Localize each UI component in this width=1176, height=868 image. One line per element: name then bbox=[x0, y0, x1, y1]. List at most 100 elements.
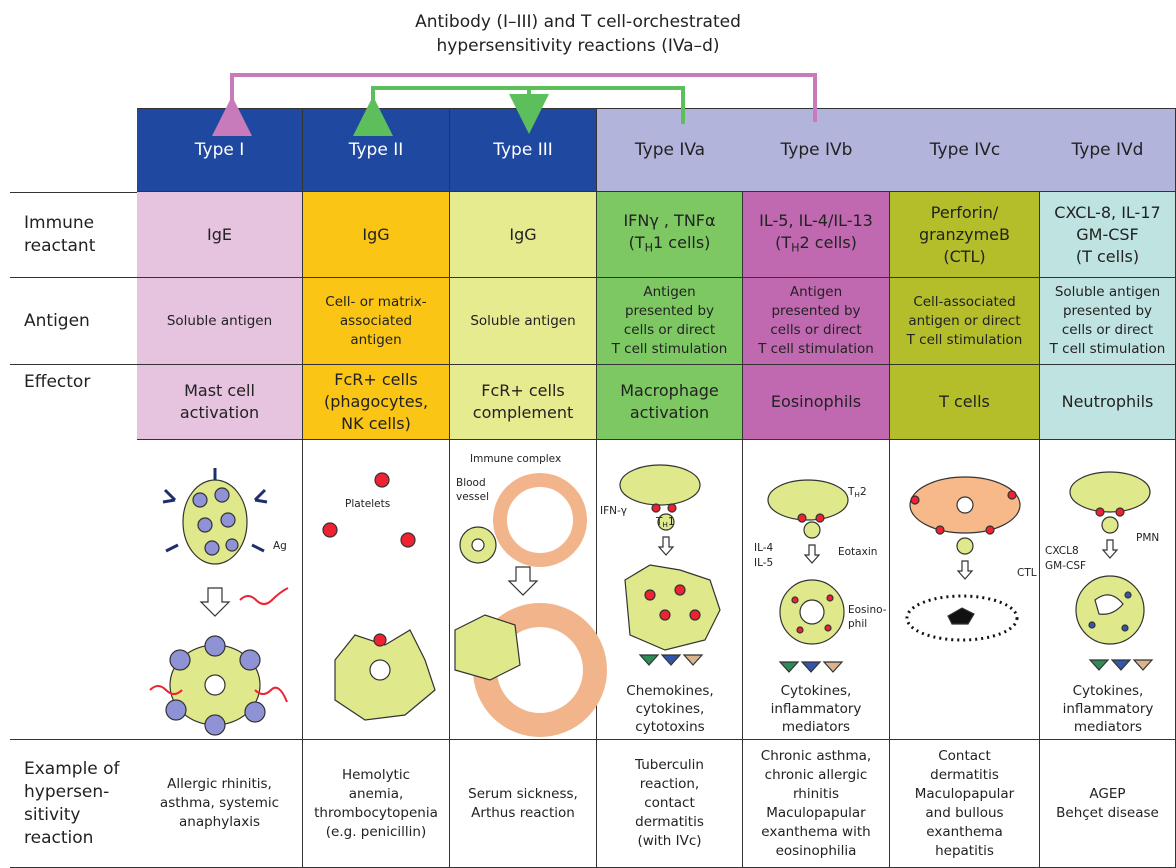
antigen-cell: Cell- or matrix-associated antigen bbox=[303, 278, 450, 365]
effector-line: activation bbox=[629, 403, 710, 422]
antigen-cell: Soluble antigen presented by cells or dire… bbox=[1040, 278, 1176, 365]
caption-line: cytotoxins bbox=[635, 719, 705, 735]
example-cell: Serum sickness, Arthus reaction bbox=[450, 740, 597, 868]
row-label-line: sitivity bbox=[24, 804, 81, 825]
subscript: H bbox=[791, 241, 800, 255]
row-label: Antigen bbox=[10, 278, 137, 365]
type-header: Type III bbox=[450, 108, 597, 192]
row-label-line: reaction bbox=[24, 827, 94, 848]
example-line: exanthema with bbox=[761, 823, 871, 840]
caption-line: inflammatory bbox=[770, 701, 862, 717]
text-segment: T bbox=[848, 486, 855, 498]
antigen-cell: Antigen presented by cells or direct T cell… bbox=[743, 278, 890, 365]
illustration-label: IL-5 bbox=[754, 557, 774, 569]
illustration-label: CTL bbox=[1017, 567, 1037, 579]
antigen-line: antigen or direct bbox=[908, 312, 1021, 329]
header-text: Type III bbox=[493, 140, 553, 160]
effector-line: Macrophage bbox=[620, 381, 719, 400]
antigen-line: T cell stimulation bbox=[611, 341, 728, 357]
reactant-cell: IgG bbox=[303, 192, 450, 278]
antigen-line: Cell- or matrix- bbox=[325, 293, 427, 310]
effector-cell: T cells bbox=[890, 365, 1040, 440]
example-line: Allergic rhinitis, bbox=[167, 776, 272, 792]
header-text: Type IVb bbox=[780, 140, 853, 160]
antigen-line: Soluble antigen bbox=[166, 312, 273, 329]
antigen-line: Soluble antigen bbox=[1054, 284, 1161, 300]
text-segment: 2 cells) bbox=[799, 232, 857, 252]
illustration-cell bbox=[303, 440, 450, 740]
effector-line: NK cells) bbox=[341, 414, 411, 433]
effector-line: T cells bbox=[939, 392, 990, 411]
effector-line: (phagocytes, bbox=[323, 392, 429, 411]
illustration-caption: Chemokines, cytokines, cytotoxins bbox=[626, 682, 713, 736]
reactant-line: (TH2 cells) bbox=[775, 232, 857, 259]
illustration-label: Blood bbox=[456, 477, 486, 489]
example-line: rhinitis bbox=[792, 785, 839, 802]
example-line: Hemolytic bbox=[341, 766, 411, 783]
example-cell: Allergic rhinitis, asthma, systemic anaphy… bbox=[137, 740, 303, 868]
antigen-line: cells or direct bbox=[623, 322, 716, 338]
text-segment: 2 bbox=[859, 486, 867, 498]
reactant-line: (CTL) bbox=[943, 246, 986, 266]
illustration-label: GM-CSF bbox=[1045, 560, 1087, 572]
illustration-label: TH2 bbox=[848, 486, 867, 501]
type-header: Type IVc bbox=[890, 108, 1040, 192]
antigen-line: Antigen bbox=[643, 284, 696, 300]
type-header: Type II bbox=[303, 108, 450, 192]
row-label-line: Immune bbox=[24, 213, 95, 233]
header-text: Type I bbox=[194, 140, 245, 160]
example-cell: Tuberculin reaction, contact dermatitis (wit… bbox=[597, 740, 743, 868]
illustration-label: Eosino- bbox=[848, 604, 887, 616]
illustration-label: TH1 bbox=[656, 516, 675, 531]
type-header: Type I bbox=[137, 108, 303, 192]
example-line: anemia, bbox=[348, 785, 404, 802]
row-label-line: hypersen- bbox=[24, 781, 110, 802]
text-segment: (T bbox=[775, 232, 792, 252]
type-header: Type IVb bbox=[743, 108, 890, 192]
example-line: anaphylaxis bbox=[178, 814, 260, 830]
reactant-line: IFNγ , TNFα bbox=[623, 210, 716, 230]
effector-line: activation bbox=[179, 403, 260, 422]
illustration-label: IFN-γ bbox=[600, 505, 627, 517]
caption-line: inflammatory bbox=[1062, 701, 1154, 717]
caption-line: Cytokines, bbox=[1072, 683, 1144, 699]
illustration-cell bbox=[450, 440, 597, 740]
reactant-cell: IL-5, IL-4/IL-13 (TH2 cells) bbox=[743, 192, 890, 278]
example-line: Behçet disease bbox=[1056, 804, 1159, 821]
effector-line: FcR+ cells bbox=[334, 370, 418, 389]
illustration-label: Ag bbox=[273, 540, 287, 552]
antigen-line: presented by bbox=[771, 303, 861, 319]
illustration-cell bbox=[597, 440, 743, 740]
example-line: dermatitis bbox=[930, 766, 999, 783]
effector-line: complement bbox=[472, 403, 574, 422]
effector-line: Neutrophils bbox=[1061, 392, 1154, 411]
illustration-label: Eotaxin bbox=[838, 546, 878, 558]
illustration-caption: Cytokines, inflammatory mediators bbox=[1063, 682, 1154, 736]
example-line: and bullous bbox=[925, 804, 1004, 821]
effector-cell: Mast cell activation bbox=[137, 365, 303, 440]
example-line: contact bbox=[644, 795, 695, 811]
effector-cell: Eosinophils bbox=[743, 365, 890, 440]
reactant-line: Perforin/ bbox=[930, 202, 999, 222]
example-line: Maculopapular bbox=[766, 804, 866, 821]
example-line: eosinophilia bbox=[775, 842, 857, 859]
title: Antibody (I–III) and T cell-orchestrated… bbox=[0, 10, 1156, 58]
illustration-cell bbox=[890, 440, 1040, 740]
caption-line: mediators bbox=[781, 719, 851, 735]
example-line: reaction, bbox=[639, 776, 700, 792]
illustration-caption: Cytokines, inflammatory mediators bbox=[771, 682, 862, 736]
text-segment: 1 bbox=[667, 516, 675, 528]
row-label-line: Antigen bbox=[24, 310, 90, 331]
type-header: Type IVa bbox=[597, 108, 743, 192]
example-cell: Hemolytic anemia, thrombocytopenia (e.g. pe… bbox=[303, 740, 450, 868]
illustration-label: CXCL8 bbox=[1045, 545, 1079, 557]
reactant-line: granzymeB bbox=[919, 224, 1010, 244]
effector-cell: FcR+ cells complement bbox=[450, 365, 597, 440]
row-label-line: Example of bbox=[24, 758, 120, 779]
row-label: Effector bbox=[10, 365, 137, 740]
antigen-line: presented by bbox=[1062, 303, 1153, 319]
title-line: hypersensitivity reactions (IVa–d) bbox=[436, 36, 720, 56]
antigen-line: Cell-associated bbox=[913, 293, 1016, 310]
antigen-line: cells or direct bbox=[770, 322, 862, 338]
example-line: exanthema bbox=[926, 823, 1003, 840]
